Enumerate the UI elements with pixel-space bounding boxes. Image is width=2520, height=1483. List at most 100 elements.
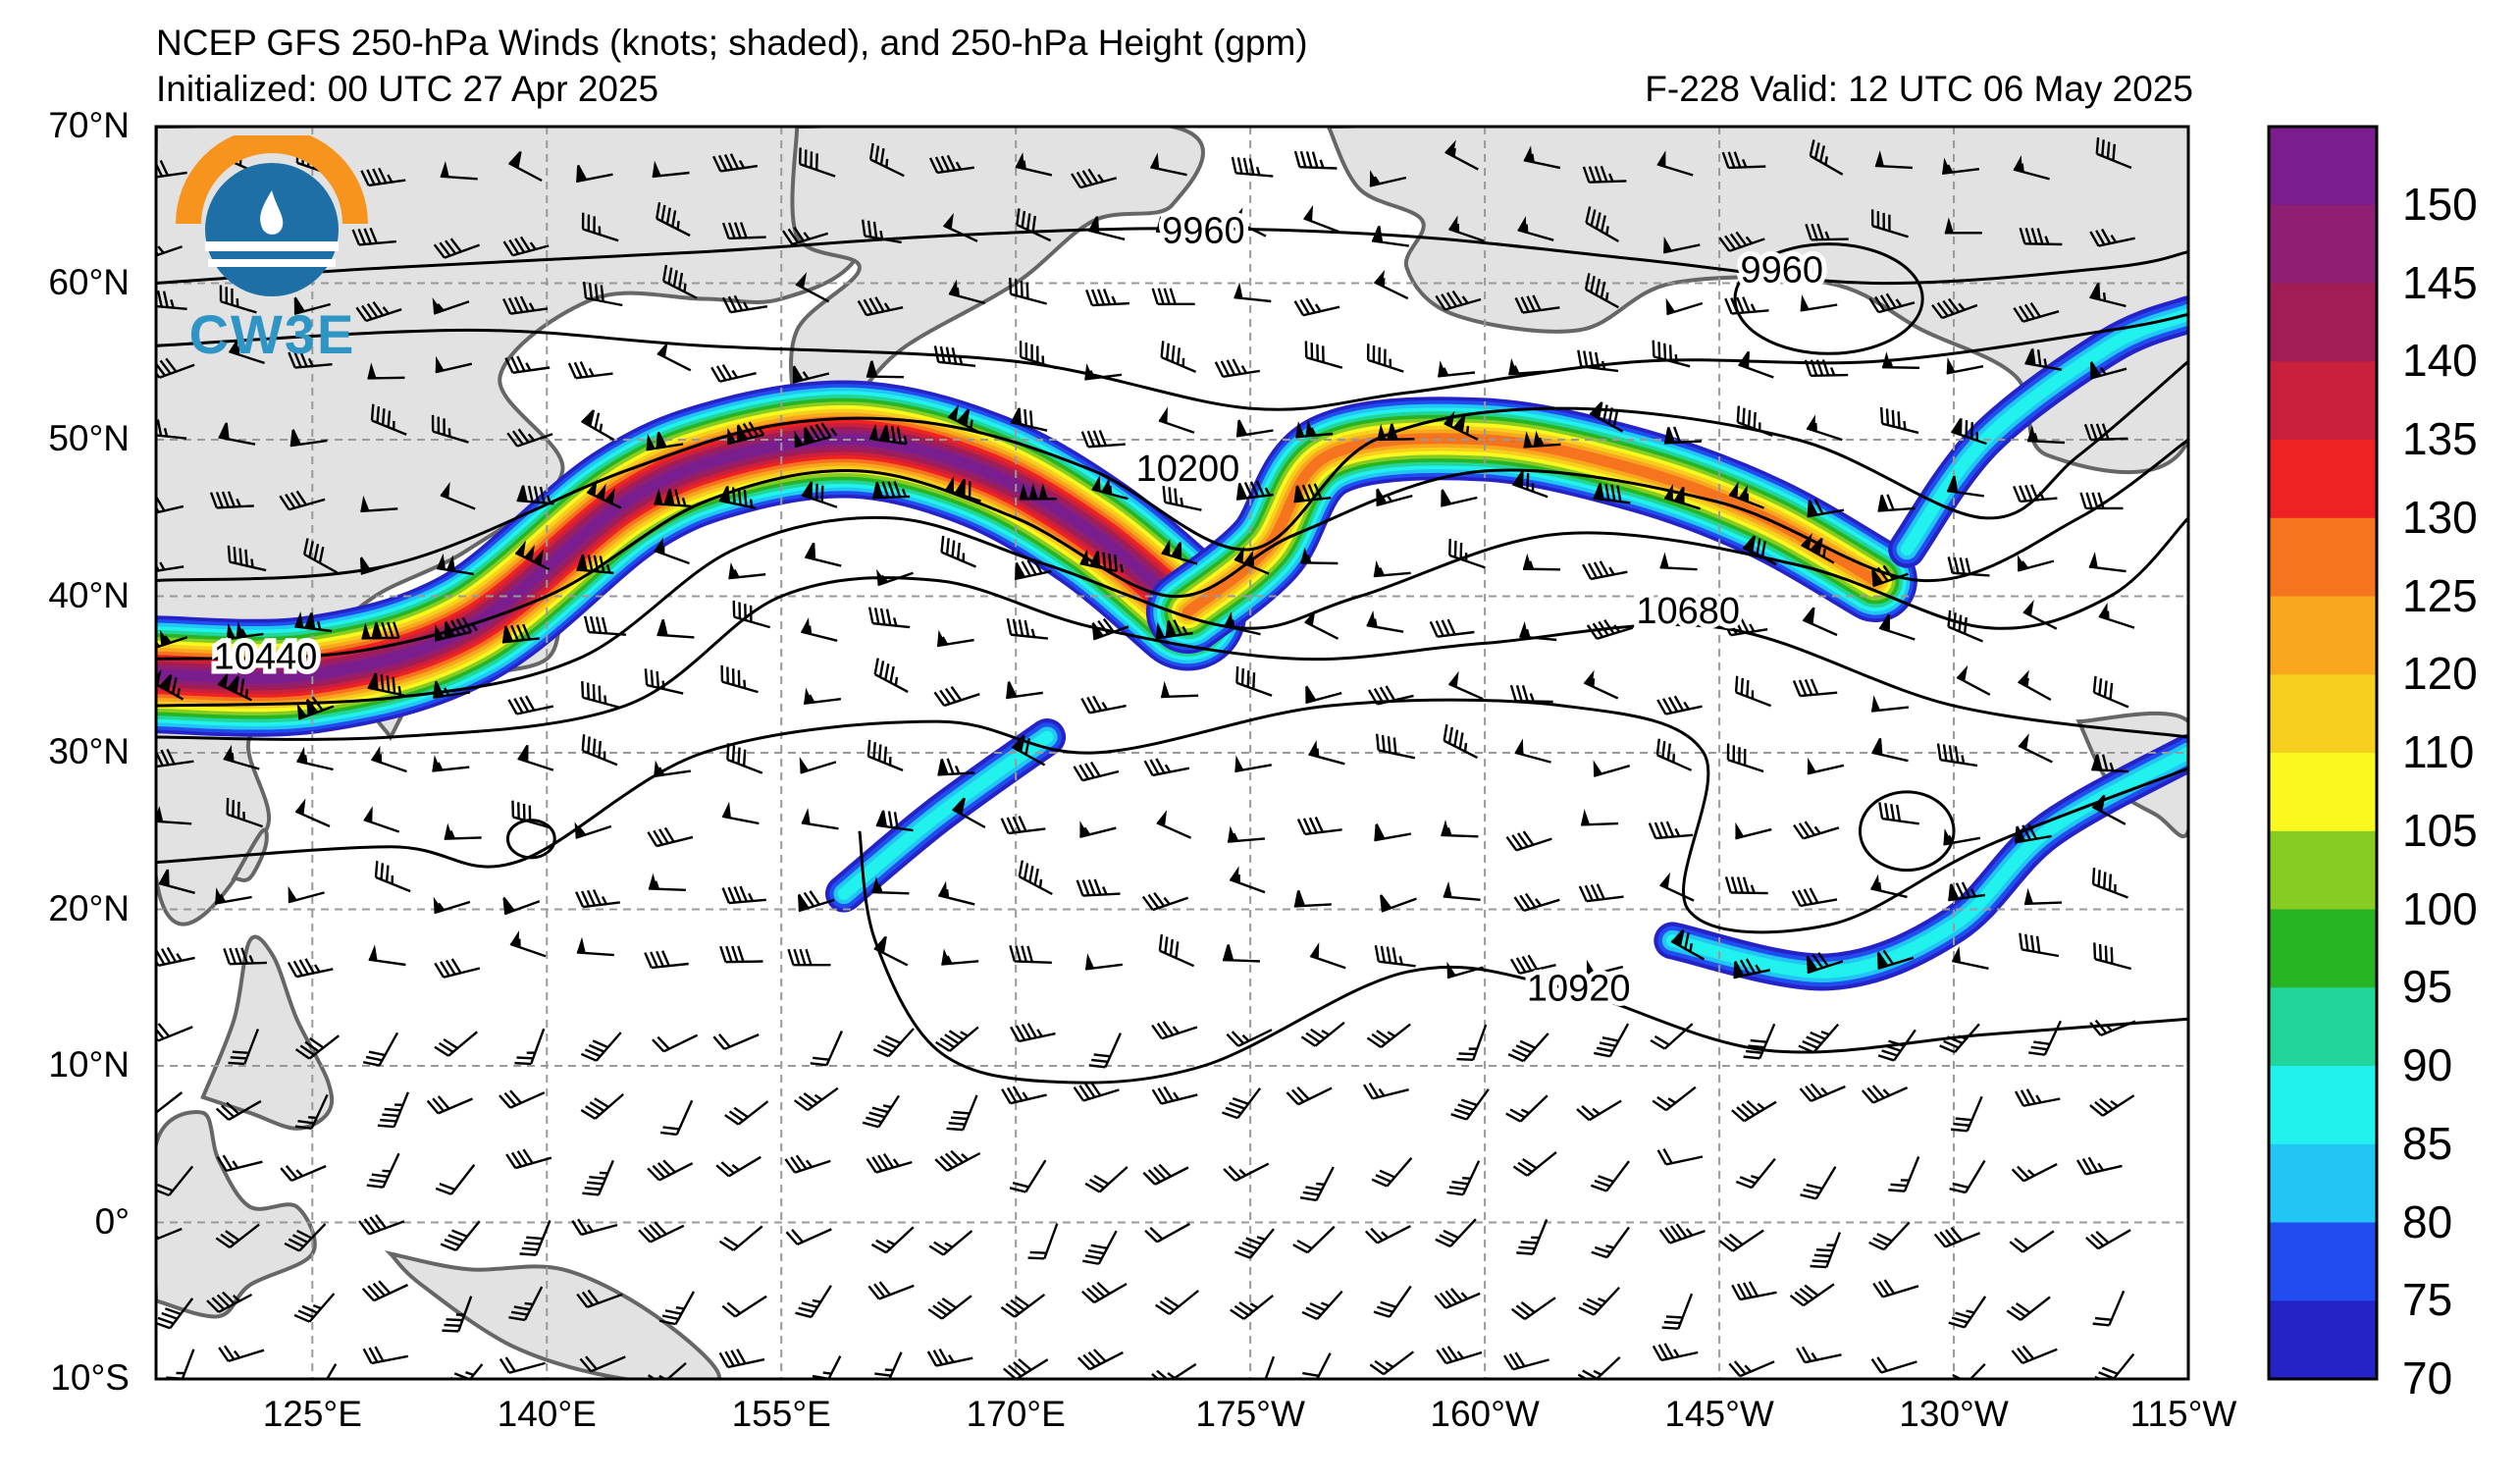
colorbar-swatch <box>2269 204 2377 285</box>
wind-barb <box>218 422 256 446</box>
wind-barb <box>659 1099 694 1137</box>
wind-barb <box>656 202 691 238</box>
wind-barb <box>579 1355 626 1373</box>
lon-label: 125°E <box>262 1394 362 1434</box>
wind-barb <box>1509 954 1556 975</box>
closed-contour-9960 <box>1733 242 1924 355</box>
wind-barb <box>927 1295 972 1320</box>
wind-barb <box>862 1094 901 1129</box>
contour-label: 9960 <box>1162 210 1245 251</box>
wind-barb <box>794 422 838 449</box>
wind-barb <box>1234 755 1273 773</box>
wind-barb <box>1861 1085 1909 1104</box>
wind-barb <box>1508 358 1547 376</box>
wind-barb <box>644 668 684 695</box>
wind-barb <box>1502 1351 1549 1371</box>
wind-barb <box>948 279 986 305</box>
wind-barb <box>435 355 473 374</box>
wind-barb <box>508 1286 544 1322</box>
wind-barb <box>511 800 550 829</box>
wind-barb <box>1080 429 1126 449</box>
wind-barb <box>2085 1229 2131 1250</box>
wind-barb <box>215 1099 262 1121</box>
wind-barb <box>721 294 768 314</box>
wind-barb <box>435 1164 476 1195</box>
wind-barb <box>1235 666 1273 697</box>
wind-barb <box>718 1349 765 1369</box>
wind-barb <box>938 880 975 906</box>
wind-barb <box>586 479 622 509</box>
wind-barb <box>943 212 978 242</box>
wind-barb <box>1591 1226 1630 1259</box>
wind-barb <box>432 755 470 772</box>
wind-barb <box>1155 1290 1199 1315</box>
wind-barb <box>810 1031 843 1067</box>
wind-barb <box>514 540 551 570</box>
contour-label: 10440 <box>214 636 318 677</box>
lat-label: 0° <box>94 1200 130 1242</box>
wind-barb <box>1944 217 1982 235</box>
wind-barb <box>293 296 332 315</box>
wind-barb <box>866 360 904 379</box>
wind-barb <box>2092 675 2129 709</box>
wind-barb <box>857 296 904 317</box>
colorbar-swatch <box>2269 517 2377 598</box>
wind-barb <box>575 889 620 909</box>
wind-barb <box>1593 483 1631 504</box>
wind-barb <box>444 822 482 840</box>
wind-barb <box>1950 1095 1983 1133</box>
wind-barb <box>1141 891 1189 912</box>
lat-label: 10°S <box>50 1357 130 1398</box>
wind-barb <box>1663 484 1701 510</box>
wind-barb <box>1743 1023 1776 1060</box>
wind-barb <box>2017 554 2055 572</box>
subtropical-diagonal-jet <box>825 718 1067 913</box>
wind-barb <box>873 935 909 967</box>
wind-barb <box>1443 724 1479 760</box>
wind-barb <box>1584 273 1619 309</box>
lon-label: 155°E <box>731 1394 831 1434</box>
wind-barb <box>1665 297 1704 316</box>
wind-barb <box>1728 1360 1775 1378</box>
colorbar <box>2267 125 2379 1381</box>
wind-barb <box>1731 1099 1777 1123</box>
wind-barb <box>294 798 331 828</box>
wind-barb <box>871 1351 903 1379</box>
wind-barb <box>1949 1159 1986 1194</box>
wind-barb <box>1230 1294 1274 1320</box>
wind-barb <box>1581 809 1619 826</box>
wind-barb <box>1444 139 1479 171</box>
wind-barb <box>1505 1094 1549 1123</box>
height-contour-10200 <box>156 360 2188 582</box>
wind-barb <box>1522 553 1561 571</box>
wind-barb <box>654 488 692 507</box>
wind-barb <box>654 537 690 565</box>
wind-barb <box>2075 1156 2123 1176</box>
wind-barb <box>288 885 325 904</box>
colorbar-swatch <box>2269 1143 2377 1224</box>
wind-barb <box>1586 619 1634 640</box>
wind-barb <box>440 160 478 181</box>
wind-barb <box>1728 481 1765 509</box>
wind-barb <box>434 1031 478 1057</box>
wind-barb <box>567 361 613 380</box>
wind-barb <box>1578 883 1624 903</box>
wind-barb <box>1456 1024 1488 1062</box>
wind-barb <box>1226 1029 1273 1047</box>
wind-barb <box>1295 420 1334 439</box>
wind-barb <box>1931 297 1978 320</box>
wind-barb <box>359 556 397 575</box>
wind-barb <box>1718 1229 1764 1252</box>
wind-barb <box>2083 423 2128 442</box>
colorbar-swatch <box>2269 987 2377 1067</box>
wind-barb <box>216 1154 263 1173</box>
wind-barb <box>1000 1293 1046 1318</box>
wind-barb <box>296 746 334 771</box>
wind-barb <box>571 1218 618 1237</box>
wind-barb <box>1010 407 1048 432</box>
wind-barb <box>358 1214 405 1236</box>
wind-barb <box>712 1033 760 1051</box>
wind-barb <box>1155 619 1193 640</box>
cw3e-logo-icon <box>176 128 368 296</box>
wind-barb <box>1594 1023 1630 1058</box>
